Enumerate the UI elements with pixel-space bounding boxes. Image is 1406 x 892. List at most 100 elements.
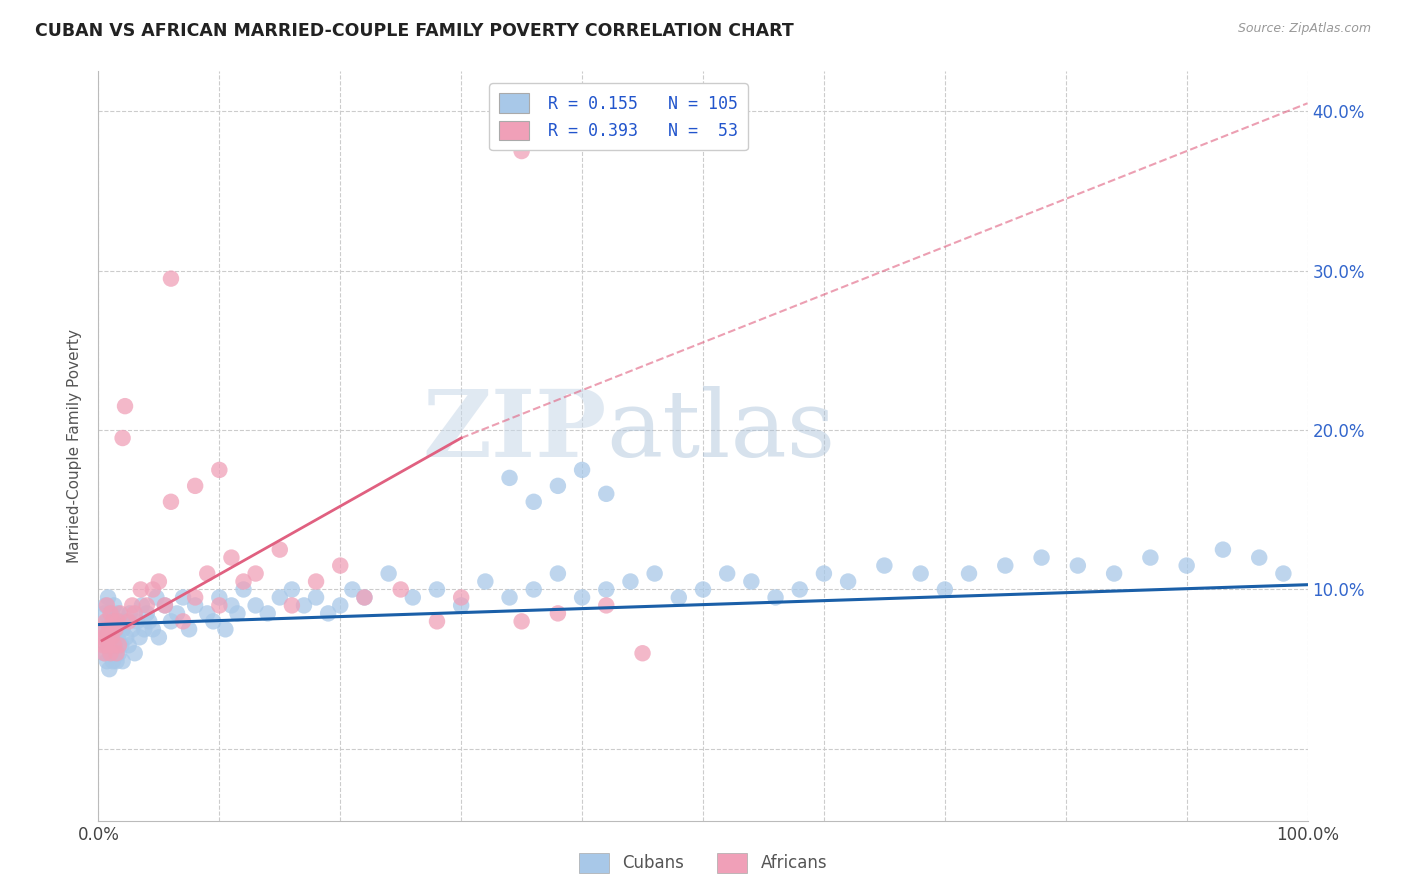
Point — [131, 599, 153, 613]
Point — [118, 607, 141, 621]
Point — [118, 615, 141, 629]
Point — [101, 615, 124, 629]
Point — [124, 646, 146, 660]
Point — [214, 623, 236, 637]
Point — [172, 591, 194, 605]
Point — [668, 591, 690, 605]
Point — [498, 591, 520, 605]
Point — [245, 599, 267, 613]
Point — [232, 574, 254, 589]
Point — [100, 630, 122, 644]
Point — [450, 591, 472, 605]
Point — [100, 646, 122, 660]
Point — [450, 599, 472, 613]
Point — [96, 638, 118, 652]
Point — [292, 599, 315, 613]
Point — [208, 591, 231, 605]
Point — [329, 599, 352, 613]
Point — [631, 646, 654, 660]
Point — [1139, 550, 1161, 565]
Point — [114, 399, 136, 413]
Point — [269, 591, 291, 605]
Point — [595, 582, 617, 597]
Point — [121, 623, 143, 637]
Point — [221, 599, 243, 613]
Point — [135, 607, 157, 621]
Point — [353, 591, 375, 605]
Text: atlas: atlas — [606, 386, 835, 476]
Point — [108, 607, 131, 621]
Point — [101, 615, 124, 629]
Point — [101, 654, 124, 668]
Point — [389, 582, 412, 597]
Point — [166, 607, 188, 621]
Point — [202, 615, 225, 629]
Point — [644, 566, 666, 581]
Point — [97, 638, 120, 652]
Point — [103, 638, 125, 652]
Point — [94, 615, 117, 629]
Point — [789, 582, 811, 597]
Point — [104, 646, 127, 660]
Point — [1067, 558, 1090, 573]
Point — [813, 566, 835, 581]
Point — [108, 615, 131, 629]
Point — [402, 591, 425, 605]
Point — [910, 566, 932, 581]
Point — [107, 615, 129, 629]
Point — [115, 630, 138, 644]
Point — [114, 615, 136, 629]
Point — [96, 599, 118, 613]
Point — [498, 471, 520, 485]
Point — [547, 607, 569, 621]
Point — [1031, 550, 1053, 565]
Point — [118, 638, 141, 652]
Point — [138, 615, 160, 629]
Point — [160, 495, 183, 509]
Point — [523, 495, 546, 509]
Point — [1102, 566, 1125, 581]
Point — [232, 582, 254, 597]
Point — [245, 566, 267, 581]
Point — [595, 487, 617, 501]
Point — [111, 654, 134, 668]
Point — [111, 623, 134, 637]
Point — [94, 599, 117, 613]
Point — [100, 607, 122, 621]
Point — [184, 591, 207, 605]
Point — [93, 623, 115, 637]
Point — [91, 638, 114, 652]
Point — [1175, 558, 1198, 573]
Point — [153, 599, 176, 613]
Point — [100, 607, 122, 621]
Y-axis label: Married-Couple Family Poverty: Married-Couple Family Poverty — [67, 329, 83, 563]
Point — [105, 646, 128, 660]
Point — [426, 615, 449, 629]
Point — [100, 623, 122, 637]
Point — [100, 646, 122, 660]
Point — [98, 623, 121, 637]
Point — [316, 607, 339, 621]
Point — [135, 599, 157, 613]
Point — [716, 566, 738, 581]
Point — [148, 574, 170, 589]
Point — [93, 646, 115, 660]
Point — [523, 582, 546, 597]
Point — [184, 479, 207, 493]
Point — [145, 591, 167, 605]
Point — [103, 638, 125, 652]
Point — [353, 591, 375, 605]
Point — [184, 599, 207, 613]
Point — [547, 479, 569, 493]
Point — [269, 542, 291, 557]
Point — [179, 623, 201, 637]
Point — [142, 623, 165, 637]
Point — [105, 654, 128, 668]
Point — [94, 630, 117, 644]
Point — [342, 582, 364, 597]
Point — [765, 591, 787, 605]
Point — [97, 630, 120, 644]
Point — [100, 630, 122, 644]
Legend:  R = 0.155   N = 105,  R = 0.393   N =  53: R = 0.155 N = 105, R = 0.393 N = 53 — [489, 84, 748, 150]
Point — [121, 599, 143, 613]
